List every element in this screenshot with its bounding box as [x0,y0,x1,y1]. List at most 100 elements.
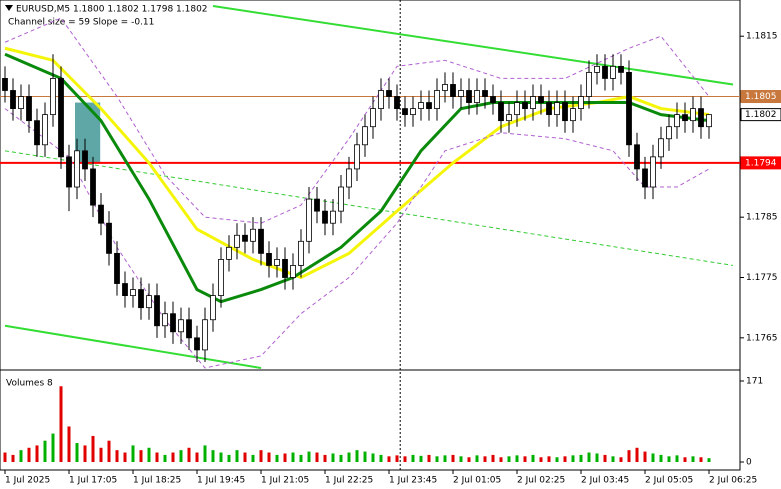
candle-body [698,108,704,128]
candle-body [426,102,432,109]
indicator-line [4,46,710,280]
candle-body [34,120,40,146]
candle-body [530,96,536,109]
y-tick-label: 1.1815 [746,32,778,42]
candle-body [186,319,192,339]
candle-body [74,150,80,188]
candle-body [378,90,384,109]
x-tick-label: 1 Jul 21:05 [261,476,309,486]
y-tick-label: 1.1765 [746,333,778,343]
candle-body [578,96,584,109]
candle-body [546,102,552,116]
candle-body [106,222,112,254]
candle-body [266,252,272,266]
candle-body [194,337,200,351]
candle-body [362,126,368,146]
channel-line [4,324,262,369]
candle-body [122,283,128,297]
candle-body [90,168,96,206]
y-tick-label: 1.1785 [746,213,778,223]
price-tag-label: 1.1802 [745,110,777,120]
candle-body [50,78,56,116]
candle-body [258,228,264,254]
candle-body [450,84,456,97]
candle-body [330,210,336,224]
candle-body [98,204,104,224]
candle-body [570,108,576,122]
candle-body [490,96,496,103]
candle-body [274,259,280,266]
candle-body [322,210,328,224]
candle-body [210,295,216,321]
candle-body [442,84,448,91]
candle-body [146,295,152,309]
candle-body [594,65,600,73]
y-tick-label: 1.1775 [746,273,778,283]
candle-body [586,71,592,97]
candle-body [202,319,208,351]
indicator-line [4,52,710,304]
price-tag [740,90,781,104]
candle-body [538,96,544,103]
price-tag [740,156,781,170]
candle-body [626,71,632,146]
candle-body [82,150,88,170]
indicator-line [4,17,710,224]
candle-body [458,90,464,97]
x-tick-label: 1 Jul 2025 [5,476,50,486]
symbol-icon [5,5,13,11]
x-tick-label: 1 Jul 19:45 [197,476,245,486]
candle-body [610,65,616,79]
volume-tick-label: 171 [746,377,763,387]
x-tick-label: 1 Jul 18:25 [133,476,181,486]
candle-body [234,234,240,248]
candle-body [562,102,568,122]
price-tag-label: 1.1794 [745,158,777,168]
candle-body [314,198,320,212]
candle-body [514,102,520,116]
x-tick-label: 2 Jul 02:25 [517,476,565,486]
candle-body [690,108,696,122]
candle-body [386,90,392,97]
x-tick-label: 1 Jul 23:45 [389,476,437,486]
channel-line [212,5,734,86]
candle-body [634,144,640,170]
candle-body [474,90,480,103]
candle-body [554,102,560,116]
candle-body [410,108,416,116]
candle-body [66,156,72,188]
candle-body [58,78,64,158]
candle-body [18,96,24,109]
candle-body [114,252,120,284]
x-tick-label: 2 Jul 06:25 [709,476,757,486]
candle-body [466,90,472,103]
candle-body [370,108,376,128]
candle-body [162,313,168,327]
candle-body [682,114,688,122]
candle-body [346,168,352,188]
candle-body [290,265,296,278]
candle-body [26,96,32,122]
candle-body [42,114,48,146]
candle-body [178,319,184,333]
candle-body [138,289,144,309]
candle-body [666,126,672,140]
candle-body [354,144,360,170]
candle-body [226,246,232,260]
candle-body [402,108,408,116]
candle-body [218,259,224,297]
candle-body [242,234,248,242]
candle-body [706,114,712,128]
candle-body [602,65,608,79]
candle-body [674,114,680,128]
candle-body [10,90,16,109]
price-tag-label: 1.1805 [745,92,777,102]
channel-line [4,150,734,266]
x-tick-label: 2 Jul 03:45 [581,476,629,486]
candle-body [642,168,648,188]
candle-body [2,78,8,91]
chart-subtitle: Channel size = 59 Slope = -0.11 [8,18,154,28]
candle-body [306,198,312,242]
